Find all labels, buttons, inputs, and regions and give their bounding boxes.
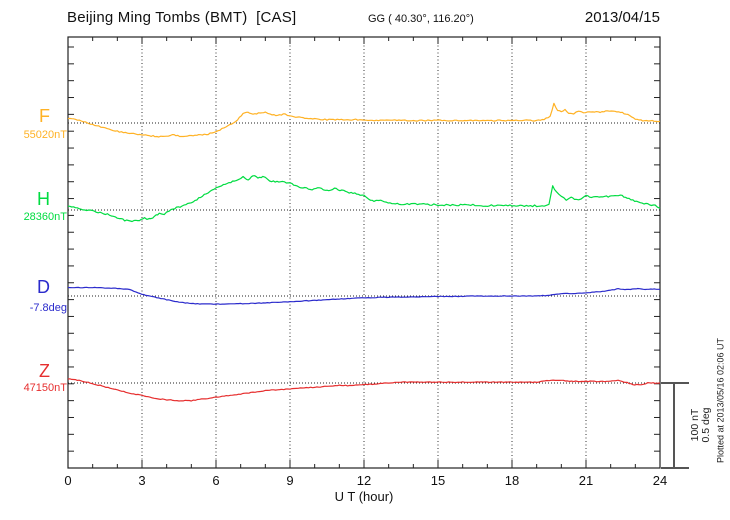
component-label-F: F bbox=[39, 106, 50, 126]
component-baseline-D: -7.8deg bbox=[29, 302, 67, 314]
observation-date: 2013/04/15 bbox=[584, 9, 660, 26]
x-tick-label-9: 9 bbox=[286, 473, 294, 488]
curve-D bbox=[67, 286, 660, 305]
curve-Z bbox=[67, 378, 661, 402]
x-axis-title: U T (hour) bbox=[334, 489, 394, 504]
component-baseline-Z: 47150nT bbox=[23, 382, 67, 394]
component-label-Z: Z bbox=[39, 361, 50, 381]
x-tick-label-6: 6 bbox=[212, 473, 220, 488]
component-label-D: D bbox=[37, 277, 50, 297]
x-tick-label-21: 21 bbox=[578, 473, 594, 488]
curve-H bbox=[67, 175, 661, 223]
x-tick-label-3: 3 bbox=[138, 473, 146, 488]
station-title: Beijing Ming Tombs (BMT) [CAS] bbox=[67, 9, 297, 26]
x-tick-label-15: 15 bbox=[430, 473, 446, 488]
plot-frame bbox=[67, 36, 661, 469]
geographic-coordinates: GG ( 40.30°, 116.20°) bbox=[368, 13, 474, 25]
x-tick-label-0: 0 bbox=[64, 473, 72, 488]
component-baseline-H: 28360nT bbox=[23, 211, 67, 223]
x-tick-label-18: 18 bbox=[504, 473, 520, 488]
scale-bar-label: 100 nT 0.5 deg bbox=[689, 407, 712, 443]
x-tick-label-12: 12 bbox=[356, 473, 372, 488]
component-label-H: H bbox=[37, 189, 50, 209]
component-baseline-F: 55020nT bbox=[23, 129, 67, 141]
plotted-at-note: Plotted at 2013/05/16 02:06 UT bbox=[715, 337, 726, 464]
x-tick-label-24: 24 bbox=[652, 473, 668, 488]
curve-F bbox=[67, 102, 661, 138]
